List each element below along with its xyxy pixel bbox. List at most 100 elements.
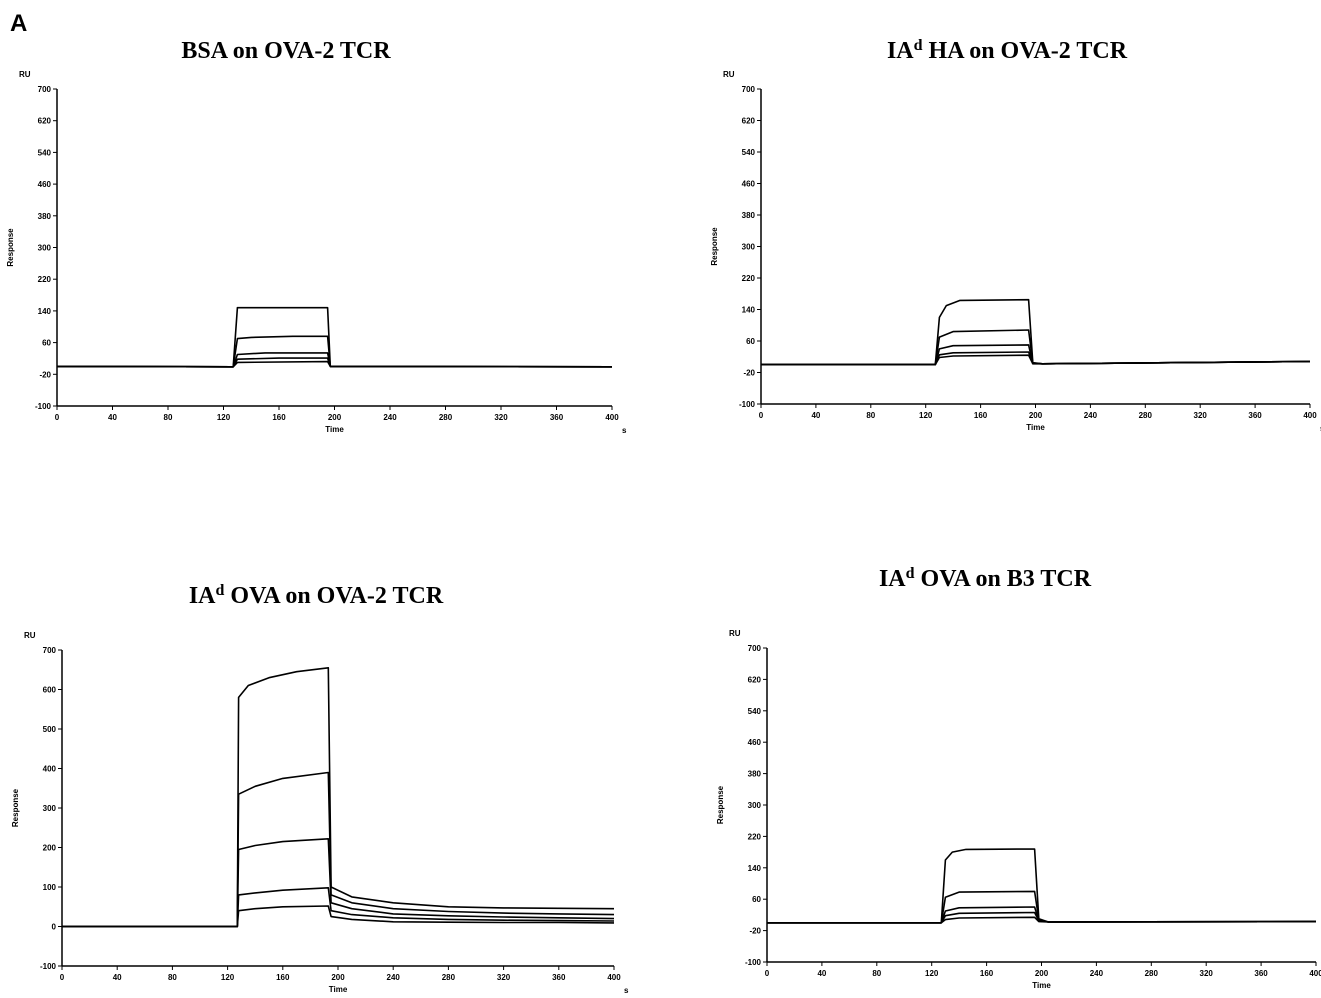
y-tick-label: 200 [43, 844, 57, 853]
y-tick-label: 600 [43, 686, 57, 695]
chart-title: IAd HA on OVA-2 TCR [887, 37, 1128, 64]
title-text: IA [189, 583, 216, 609]
series-line-2 [761, 329, 1311, 366]
x-tick-label: 80 [866, 411, 875, 420]
x-tick-label: 120 [925, 969, 939, 978]
y-tick-label: 500 [43, 725, 57, 734]
y-tick-label: 220 [748, 832, 762, 841]
y-tick-label: 220 [742, 274, 756, 283]
y-tick-label: 300 [742, 243, 756, 252]
chart-title: BSA on OVA-2 TCR [181, 38, 391, 64]
x-tick-label: 120 [217, 413, 231, 422]
x-tick-label: 400 [607, 973, 621, 982]
y-tick-label: 540 [742, 148, 756, 157]
y-tick-label: -20 [749, 927, 761, 936]
x-tick-label: 0 [759, 411, 764, 420]
x-tick-label: 280 [439, 413, 453, 422]
y-tick-label: 300 [43, 804, 57, 813]
y-tick-label: -100 [745, 958, 762, 967]
series-line-3 [62, 837, 615, 928]
series-line-2 [62, 771, 615, 928]
series-line-1 [767, 848, 1317, 924]
chart-panel-4: IAd OVA on B3 TCR RU -100 -20 60 140 220 300 380… [716, 565, 1321, 990]
x-unit-label: s [622, 426, 627, 435]
series-line-5 [761, 354, 1311, 366]
y-tick-label: 400 [43, 765, 57, 774]
series-line-2 [767, 890, 1317, 924]
chart-panel-1: BSA on OVA-2 TCR RU -100 -20 60 140 220 300 380 4… [6, 38, 627, 435]
title-superscript: d [906, 565, 915, 582]
y-tick-label: -100 [40, 962, 57, 971]
y-tick-label: 300 [38, 244, 52, 253]
x-tick-label: 80 [872, 969, 881, 978]
x-tick-label: 320 [494, 413, 508, 422]
x-tick-label: 200 [328, 413, 342, 422]
x-tick-label: 0 [60, 973, 65, 982]
x-tick-label: 0 [765, 969, 770, 978]
series-line-1 [761, 298, 1311, 366]
y-tick-label: 460 [742, 180, 756, 189]
y-unit-label: RU [24, 631, 36, 640]
x-tick-label: 80 [164, 413, 173, 422]
y-tick-label: 620 [748, 675, 762, 684]
y-tick-label: 60 [746, 337, 755, 346]
title-text: IA [887, 38, 914, 64]
y-axis-label: Response [6, 228, 15, 267]
series-line-3 [56, 352, 613, 368]
x-unit-label: s [624, 986, 629, 995]
x-tick-label: 80 [168, 973, 177, 982]
x-tick-label: 320 [497, 973, 511, 982]
y-unit-label: RU [723, 70, 735, 79]
y-tick-label: 380 [742, 211, 756, 220]
title-text-rest: HA on OVA-2 TCR [923, 38, 1128, 64]
x-tick-label: 320 [1194, 411, 1208, 420]
x-tick-label: 0 [55, 413, 60, 422]
title-superscript: d [914, 37, 923, 54]
x-tick-label: 40 [113, 973, 122, 982]
x-axis-label: Time [329, 985, 348, 994]
x-tick-label: 40 [811, 411, 820, 420]
y-tick-label: -100 [739, 400, 756, 409]
x-tick-label: 360 [550, 413, 564, 422]
x-tick-label: 240 [387, 973, 401, 982]
y-tick-label: 620 [38, 117, 52, 126]
y-tick-label: 700 [38, 85, 52, 94]
series-line-2 [56, 335, 613, 368]
x-tick-label: 240 [383, 413, 397, 422]
series-line-1 [56, 306, 613, 368]
y-tick-label: 540 [748, 707, 762, 716]
title-text-rest: OVA on OVA-2 TCR [224, 583, 443, 609]
series-line-4 [62, 886, 615, 928]
title-text: BSA on OVA-2 TCR [181, 38, 391, 64]
x-tick-label: 40 [817, 969, 826, 978]
y-tick-label: -20 [39, 370, 51, 379]
x-axis-label: Time [1032, 981, 1051, 990]
y-tick-label: 460 [748, 738, 762, 747]
chart-title: IAd OVA on OVA-2 TCR [189, 582, 444, 609]
y-tick-label: 140 [38, 307, 52, 316]
y-tick-label: 140 [748, 864, 762, 873]
x-tick-label: 200 [1029, 411, 1043, 420]
x-tick-label: 280 [442, 973, 456, 982]
series-line-5 [62, 905, 615, 928]
y-unit-label: RU [19, 70, 31, 79]
title-text-rest: OVA on B3 TCR [915, 566, 1092, 592]
y-tick-label: 700 [742, 85, 756, 94]
title-text: IA [879, 566, 906, 592]
y-tick-label: 300 [748, 801, 762, 810]
x-tick-label: 280 [1145, 969, 1159, 978]
x-tick-label: 40 [108, 413, 117, 422]
x-tick-label: 160 [276, 973, 290, 982]
x-tick-label: 120 [221, 973, 235, 982]
y-axis-label: Response [710, 227, 719, 266]
x-tick-label: 360 [1254, 969, 1268, 978]
y-tick-label: 460 [38, 180, 52, 189]
y-tick-label: 540 [38, 148, 52, 157]
x-tick-label: 240 [1090, 969, 1104, 978]
x-tick-label: 400 [1303, 411, 1317, 420]
series-line-1 [62, 666, 615, 928]
y-tick-label: 620 [742, 117, 756, 126]
x-tick-label: 160 [974, 411, 988, 420]
y-tick-label: 700 [43, 646, 57, 655]
